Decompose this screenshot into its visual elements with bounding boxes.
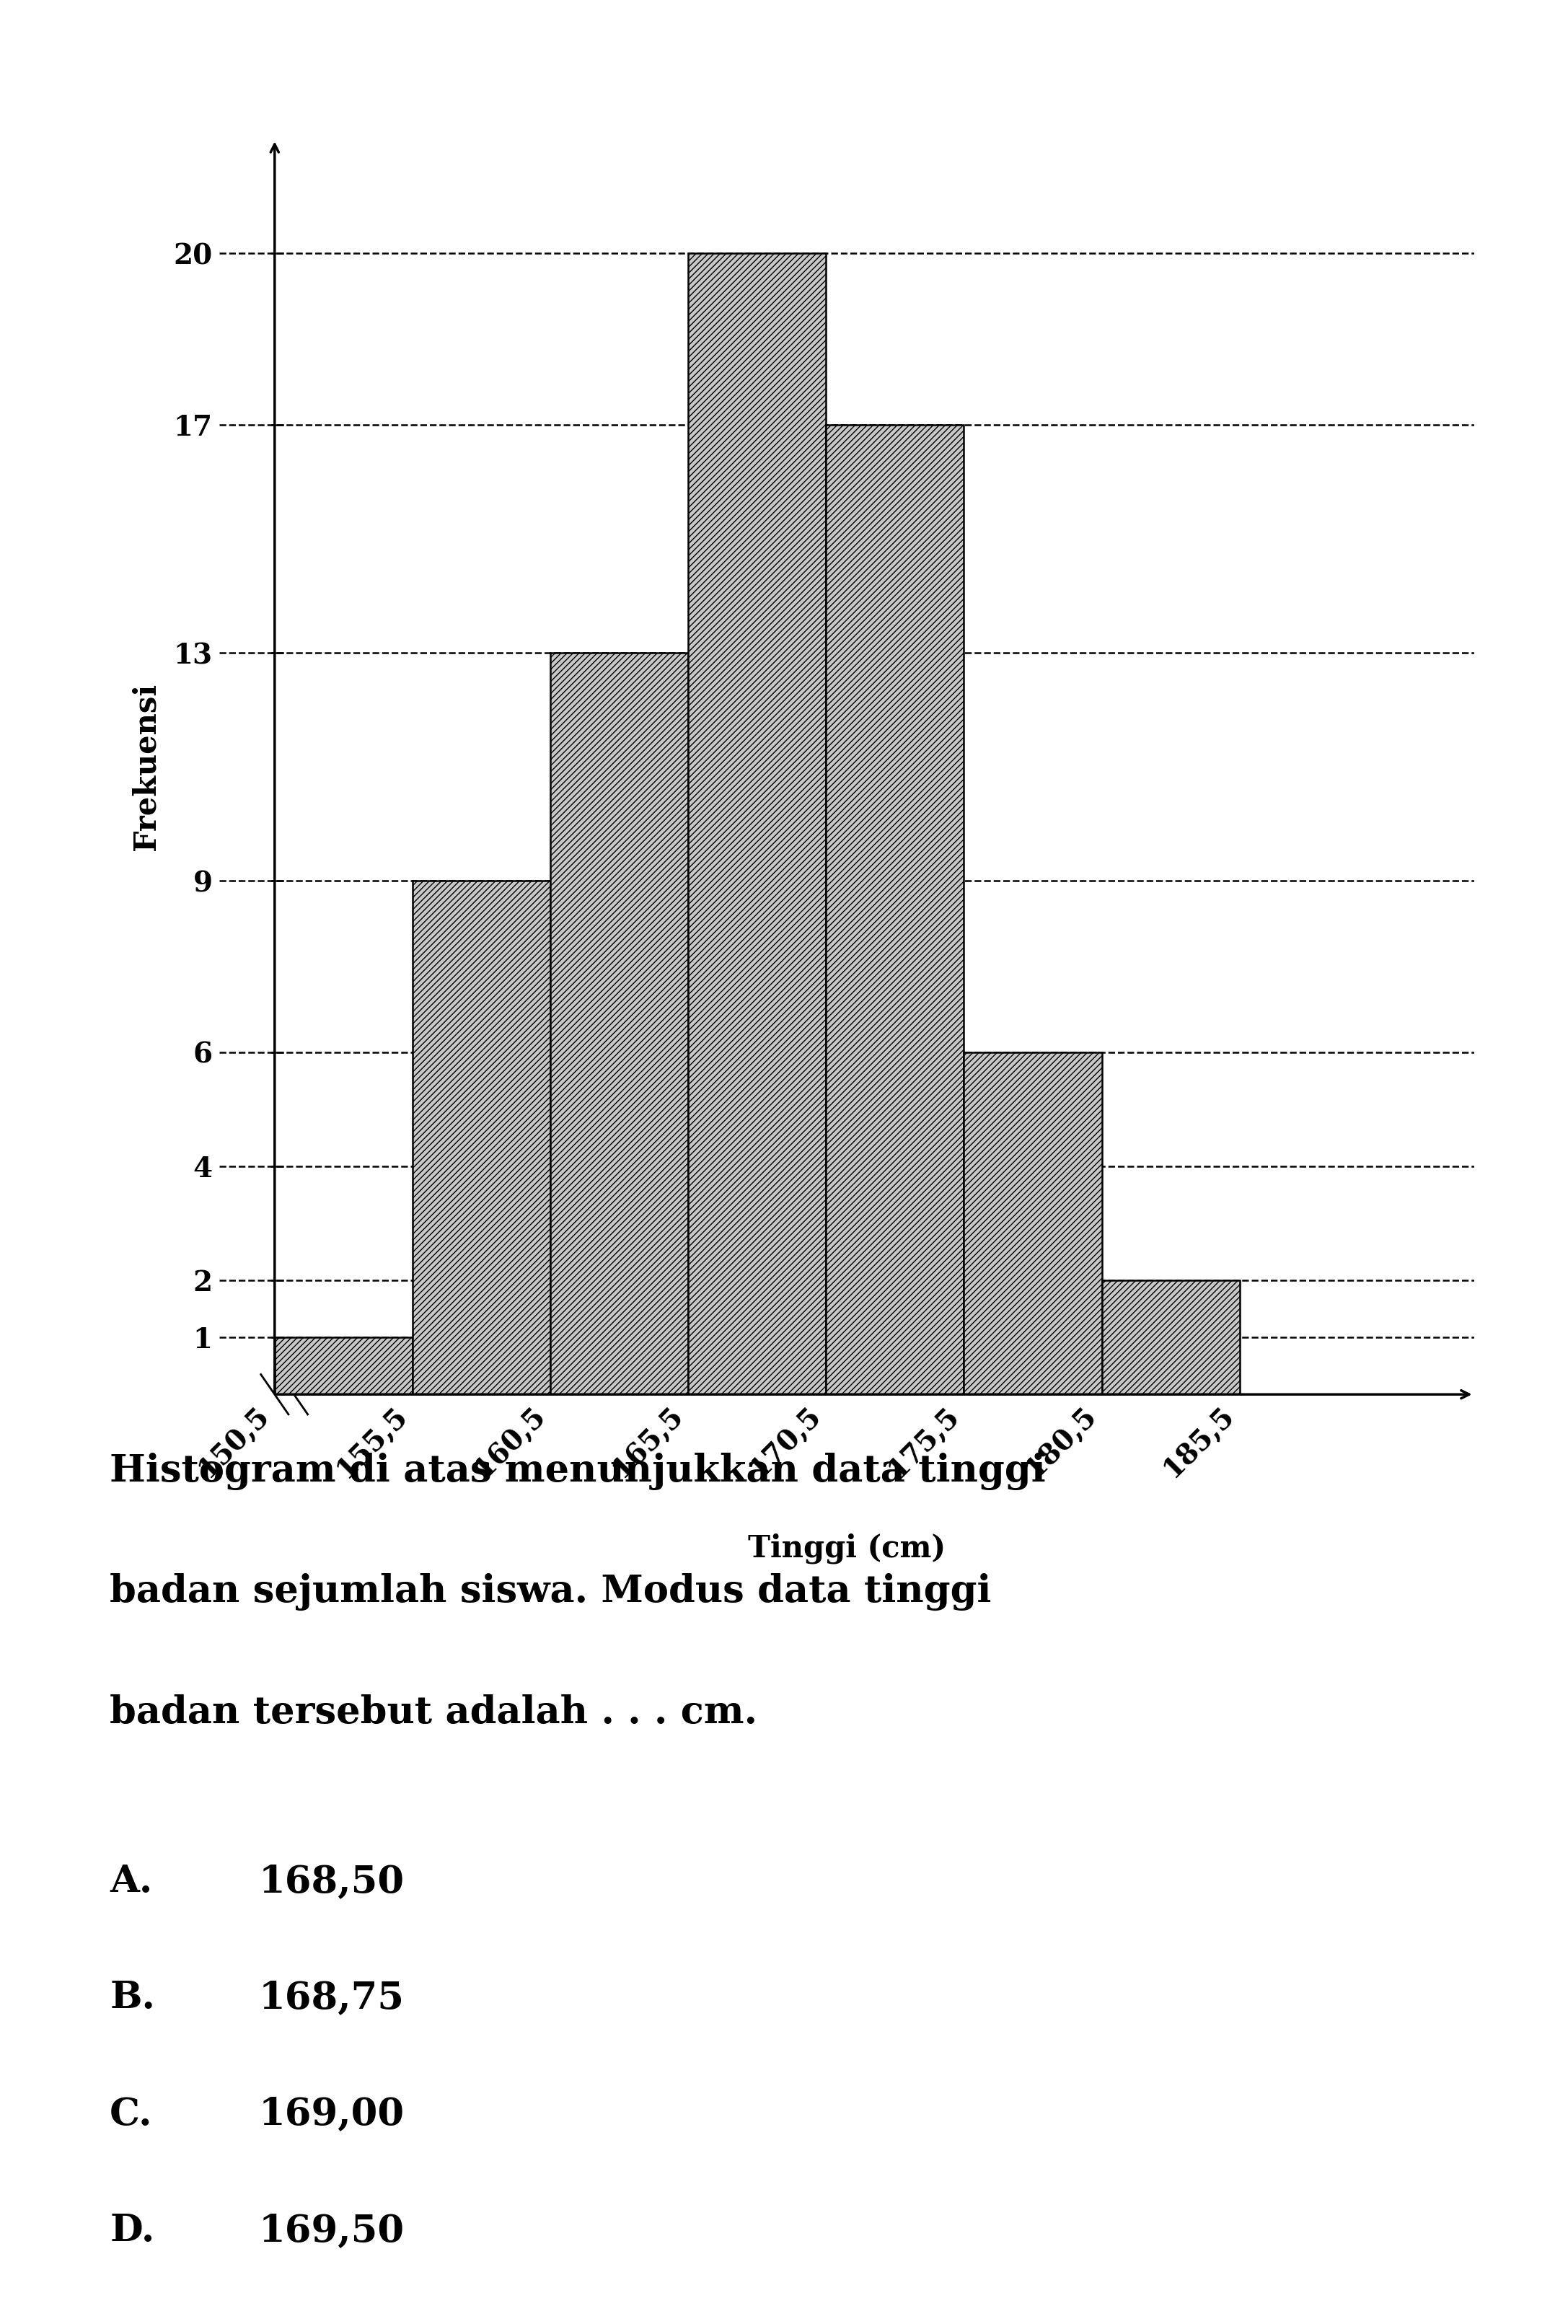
Text: Histogram di atas menunjukkan data tinggi: Histogram di atas menunjukkan data tingg… xyxy=(110,1452,1046,1490)
Bar xyxy=(964,1053,1102,1394)
Text: badan sejumlah siswa. Modus data tinggi: badan sejumlah siswa. Modus data tinggi xyxy=(110,1573,991,1611)
Text: 168,50: 168,50 xyxy=(259,1864,405,1901)
Y-axis label: Frekuensi: Frekuensi xyxy=(132,683,162,851)
Text: 169,50: 169,50 xyxy=(259,2212,405,2250)
Text: 169,00: 169,00 xyxy=(259,2096,405,2133)
Bar xyxy=(1102,1281,1240,1394)
Text: 168,75: 168,75 xyxy=(259,1980,405,2017)
Bar xyxy=(550,653,688,1394)
Text: D.: D. xyxy=(110,2212,155,2250)
Text: B.: B. xyxy=(110,1980,155,2017)
Bar xyxy=(688,253,826,1394)
Bar xyxy=(826,425,964,1394)
Text: A.: A. xyxy=(110,1864,152,1901)
X-axis label: Tinggi (cm): Tinggi (cm) xyxy=(748,1534,946,1564)
Text: C.: C. xyxy=(110,2096,152,2133)
Bar xyxy=(274,1336,412,1394)
Bar xyxy=(412,881,550,1394)
Text: badan tersebut adalah . . . cm.: badan tersebut adalah . . . cm. xyxy=(110,1694,757,1731)
